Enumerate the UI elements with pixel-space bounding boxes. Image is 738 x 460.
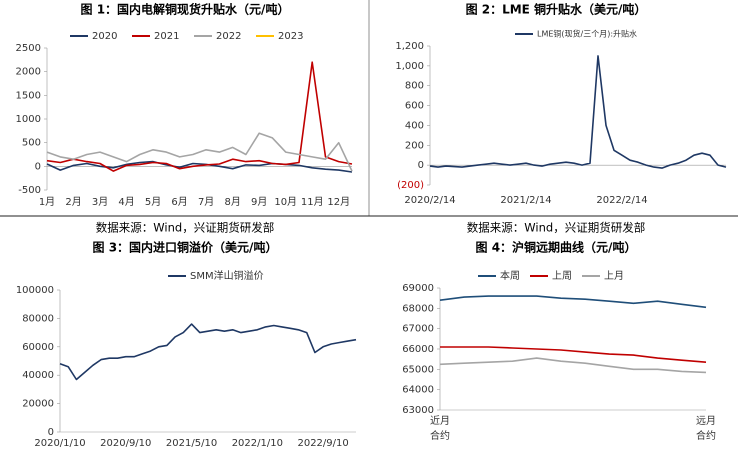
x-tick-label: 8月 xyxy=(224,196,240,208)
x-tick-label: 5月 xyxy=(145,196,161,208)
y-tick-label: 800 xyxy=(405,81,424,92)
y-tick-label: 67000 xyxy=(402,324,434,335)
source-note: 数据来源：Wind，兴证期货研发部 xyxy=(467,221,645,235)
series-line xyxy=(46,160,353,173)
y-tick-label: 2000 xyxy=(16,67,41,78)
series-line xyxy=(439,295,707,309)
y-tick-label: 66000 xyxy=(402,344,434,355)
legend-label: 本周 xyxy=(500,269,520,282)
y-tick-label: 0 xyxy=(48,427,54,438)
x-tick-label: 2月 xyxy=(65,196,81,208)
y-tick-label: -500 xyxy=(18,185,41,196)
chart-title: 图 3：国内进口铜溢价（美元/吨） xyxy=(93,240,278,255)
series-line xyxy=(59,323,357,381)
x-tick-label: 2022/9/10 xyxy=(297,438,348,449)
y-tick-label: 0 xyxy=(418,160,424,171)
x-tick-label: 3月 xyxy=(92,196,108,208)
chart-title: 图 4：沪铜远期曲线（元/吨） xyxy=(476,240,637,255)
x-tick-label: 2020/9/10 xyxy=(100,438,151,449)
x-tick-label: 近月合约 xyxy=(430,416,450,442)
legend-label: SMM洋山铜溢价 xyxy=(190,269,264,282)
legend-label: 2022 xyxy=(216,31,241,42)
y-tick-label: 80000 xyxy=(22,313,54,324)
y-tick-label: 60000 xyxy=(22,342,54,353)
x-tick-label: 1月 xyxy=(39,196,55,208)
x-tick-label: 远月合约 xyxy=(696,416,716,442)
y-tick-label: (200) xyxy=(397,180,424,191)
x-tick-label: 4月 xyxy=(118,196,134,208)
y-tick-label: 400 xyxy=(405,120,424,131)
y-tick-label: 1,000 xyxy=(395,61,424,72)
y-tick-label: 200 xyxy=(405,140,424,151)
source-note: 数据来源：Wind，兴证期货研发部 xyxy=(96,221,274,235)
y-tick-label: 64000 xyxy=(402,385,434,396)
legend-label: 2021 xyxy=(154,31,179,42)
y-tick-label: 600 xyxy=(405,101,424,112)
chart-title: 图 1：国内电解铜现货升贴水（元/吨） xyxy=(81,2,290,17)
x-tick-label: 2022/1/10 xyxy=(232,438,283,449)
y-tick-label: 65000 xyxy=(402,364,434,375)
legend-label: 2020 xyxy=(92,31,117,42)
y-tick-label: 63000 xyxy=(402,405,434,416)
y-tick-label: 1500 xyxy=(16,90,41,101)
y-tick-label: 100000 xyxy=(16,285,54,296)
legend-label: LME铜(现货/三个月):升贴水 xyxy=(537,29,637,39)
y-tick-label: 68000 xyxy=(402,303,434,314)
legend-label: 2023 xyxy=(278,31,303,42)
series-line xyxy=(440,346,707,363)
x-tick-label: 2022/2/14 xyxy=(596,195,647,206)
x-label-box: 近月合约 xyxy=(430,416,450,442)
y-tick-label: 40000 xyxy=(22,370,54,381)
x-tick-label: 2021/2/14 xyxy=(500,195,551,206)
y-tick-label: 20000 xyxy=(22,399,54,410)
x-tick-label: 10月 xyxy=(274,196,297,208)
y-tick-label: 1000 xyxy=(16,114,41,125)
y-tick-label: 1,200 xyxy=(395,41,424,52)
x-tick-label: 9月 xyxy=(251,196,267,208)
x-tick-label: 12月 xyxy=(327,196,350,208)
x-tick-label: 11月 xyxy=(301,196,324,208)
x-tick-label: 2021/5/10 xyxy=(166,438,217,449)
series-line xyxy=(439,357,707,374)
legend-label: 上周 xyxy=(552,270,572,282)
series-line xyxy=(429,55,727,169)
x-tick-label: 6月 xyxy=(171,196,187,208)
x-tick-label: 2020/2/14 xyxy=(404,195,455,206)
x-tick-label: 2020/1/10 xyxy=(34,438,85,449)
y-tick-label: 2500 xyxy=(16,43,41,54)
legend-label: 上月 xyxy=(604,270,624,282)
x-label-box: 远月合约 xyxy=(696,416,716,442)
y-tick-label: 69000 xyxy=(402,283,434,294)
y-tick-label: 0 xyxy=(35,161,41,172)
chart-title: 图 2：LME 铜升贴水（美元/吨） xyxy=(466,2,647,17)
x-tick-label: 7月 xyxy=(198,196,214,208)
y-tick-label: 500 xyxy=(22,138,41,149)
series-line xyxy=(46,61,353,172)
series-line xyxy=(46,132,353,172)
